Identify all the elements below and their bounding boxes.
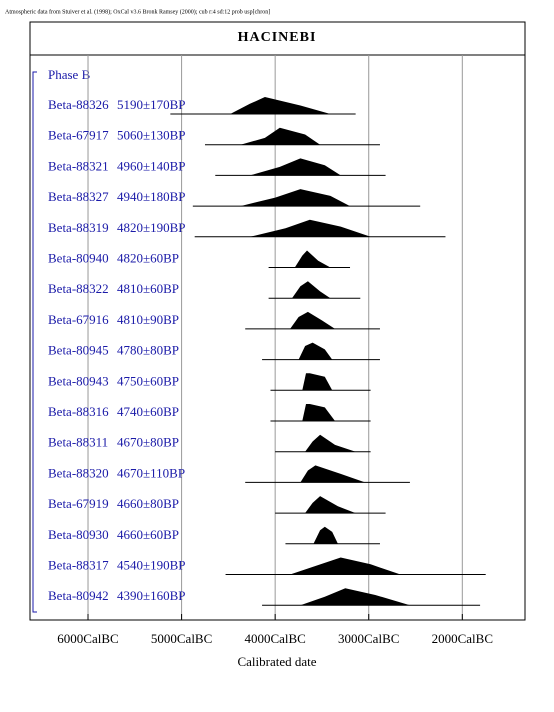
- sample-date: 5190±170BP: [117, 97, 186, 112]
- sample-name: Beta-88321: [48, 158, 109, 173]
- sample-date: 4940±180BP: [117, 189, 186, 204]
- x-tick-label: 6000CalBC: [57, 631, 118, 646]
- sample-date: 4670±110BP: [117, 465, 185, 480]
- sample-name: Beta-88322: [48, 281, 109, 296]
- sample-date: 4750±60BP: [117, 373, 179, 388]
- distribution: [230, 97, 331, 114]
- phase-bracket: [32, 71, 37, 613]
- sample-name: Beta-88327: [48, 189, 109, 204]
- distribution: [305, 496, 356, 514]
- sample-date: 4540±190BP: [117, 557, 186, 572]
- distribution: [305, 434, 356, 452]
- distribution: [294, 250, 331, 268]
- x-tick-label: 4000CalBC: [244, 631, 305, 646]
- sample-date: 4660±80BP: [117, 496, 179, 511]
- sample-name: Beta-88317: [48, 557, 109, 572]
- sample-name: Beta-88326: [48, 97, 109, 112]
- distribution: [249, 158, 341, 176]
- phase-label: Phase B: [48, 67, 91, 82]
- sample-name: Beta-67917: [48, 128, 109, 143]
- x-axis-label: Calibrated date: [237, 654, 316, 669]
- sample-name: Beta-80942: [48, 588, 109, 603]
- sample-name: Beta-88319: [48, 220, 109, 235]
- sample-name: Beta-80940: [48, 250, 109, 265]
- sample-name: Beta-80943: [48, 373, 109, 388]
- distribution: [300, 588, 410, 606]
- sample-date: 4820±60BP: [117, 250, 179, 265]
- distribution: [290, 311, 335, 329]
- sample-date: 5060±130BP: [117, 128, 186, 143]
- sample-date: 4810±60BP: [117, 281, 179, 296]
- sample-date: 4780±80BP: [117, 343, 179, 358]
- sample-date: 4810±90BP: [117, 312, 179, 327]
- sample-name: Beta-88316: [48, 404, 109, 419]
- distribution: [249, 219, 371, 237]
- caption: Atmospheric data from Stuiver et al. (19…: [5, 8, 270, 15]
- sample-date: 4740±60BP: [117, 404, 179, 419]
- sample-name: Beta-88320: [48, 465, 109, 480]
- distribution: [292, 281, 331, 299]
- distribution: [240, 189, 350, 207]
- sample-date: 4660±60BP: [117, 527, 179, 542]
- sample-name: Beta-80930: [48, 527, 109, 542]
- sample-date: 4670±80BP: [117, 435, 179, 450]
- sample-name: Beta-67919: [48, 496, 109, 511]
- distribution: [298, 342, 333, 360]
- sample-name: Beta-88311: [48, 435, 108, 450]
- sample-date: 4960±140BP: [117, 158, 186, 173]
- chart-title: HACINEBI: [238, 30, 317, 45]
- x-tick-label: 3000CalBC: [338, 631, 399, 646]
- distribution: [290, 557, 401, 575]
- x-tick-label: 2000CalBC: [432, 631, 493, 646]
- distribution: [302, 404, 335, 421]
- distribution: [302, 373, 333, 391]
- sample-date: 4390±160BP: [117, 588, 186, 603]
- frame: [29, 21, 526, 621]
- distribution: [240, 127, 321, 145]
- x-tick-label: 5000CalBC: [151, 631, 212, 646]
- sample-date: 4820±190BP: [117, 220, 186, 235]
- distribution: [313, 526, 338, 544]
- sample-name: Beta-80945: [48, 343, 109, 358]
- distribution: [300, 465, 365, 483]
- sample-name: Beta-67916: [48, 312, 109, 327]
